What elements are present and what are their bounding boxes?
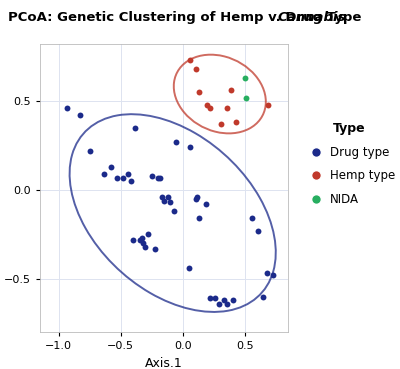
- Point: [220, 297, 227, 303]
- Point: [137, 237, 144, 243]
- Text: PCoA: Genetic Clustering of Hemp v. Drug Type: PCoA: Genetic Clustering of Hemp v. Drug…: [8, 11, 366, 24]
- Point: [138, 235, 145, 241]
- Point: [64, 105, 70, 111]
- Point: [242, 75, 248, 81]
- Point: [203, 201, 209, 207]
- Point: [187, 57, 193, 63]
- Point: [101, 171, 108, 177]
- Point: [224, 301, 230, 307]
- Point: [114, 175, 120, 180]
- Legend: Drug type, Hemp type, NIDA: Drug type, Hemp type, NIDA: [304, 122, 395, 206]
- Point: [264, 270, 270, 276]
- Point: [130, 237, 136, 243]
- Point: [207, 296, 213, 301]
- Point: [125, 171, 131, 177]
- Point: [161, 198, 167, 204]
- X-axis label: Axis.1: Axis.1: [145, 357, 183, 369]
- Point: [171, 208, 177, 214]
- Point: [204, 102, 211, 108]
- Point: [193, 196, 200, 202]
- Point: [173, 139, 180, 145]
- Point: [120, 175, 126, 180]
- Point: [255, 228, 262, 234]
- Point: [108, 164, 114, 170]
- Point: [142, 244, 149, 250]
- Point: [218, 121, 224, 127]
- Text: Cannabis: Cannabis: [278, 11, 346, 24]
- Point: [224, 105, 230, 111]
- Point: [196, 89, 202, 95]
- Point: [154, 175, 161, 180]
- Point: [212, 296, 218, 301]
- Point: [157, 175, 164, 180]
- Point: [194, 194, 201, 200]
- Point: [127, 178, 134, 184]
- Point: [132, 125, 139, 131]
- Point: [265, 102, 271, 108]
- Point: [158, 194, 165, 200]
- Point: [152, 246, 158, 252]
- Point: [164, 194, 171, 200]
- Point: [243, 94, 249, 100]
- Point: [193, 66, 200, 72]
- Point: [76, 113, 83, 118]
- Point: [207, 105, 213, 111]
- Y-axis label: Axis.2: Axis.2: [0, 169, 1, 207]
- Point: [196, 215, 202, 221]
- Point: [187, 144, 193, 150]
- Point: [186, 265, 192, 271]
- Point: [145, 231, 151, 237]
- Point: [148, 173, 155, 179]
- Point: [230, 297, 237, 303]
- Point: [260, 294, 266, 300]
- Point: [167, 200, 174, 206]
- Point: [270, 272, 276, 278]
- Point: [140, 240, 146, 246]
- Point: [233, 120, 239, 125]
- Point: [228, 87, 234, 93]
- Point: [249, 215, 255, 221]
- Point: [215, 301, 222, 307]
- Point: [86, 148, 93, 154]
